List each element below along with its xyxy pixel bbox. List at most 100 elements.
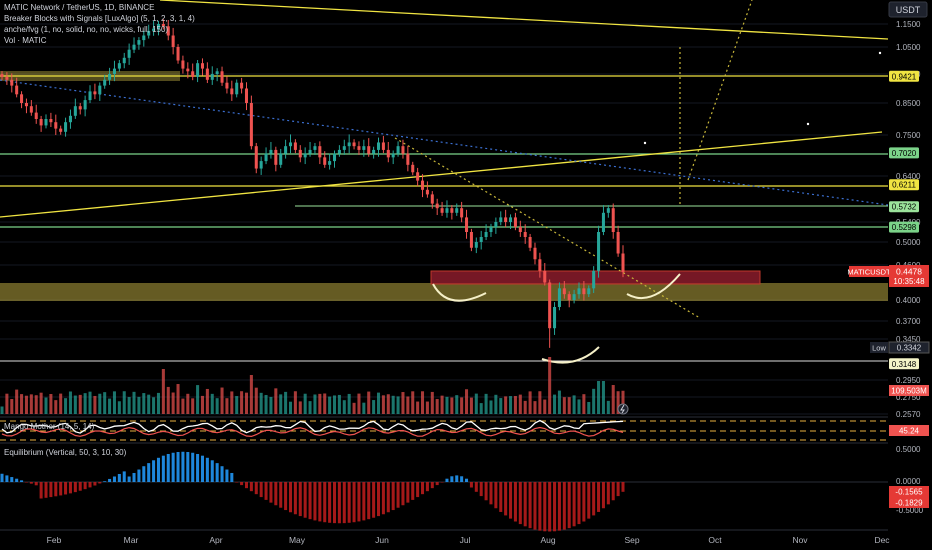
volume-bar: [54, 400, 58, 414]
symbol-title[interactable]: MATIC Network / TetherUS, 1D, BINANCE: [4, 3, 154, 12]
volume-bar: [440, 395, 444, 414]
candle-body: [494, 222, 498, 227]
equilibrium-bar: [318, 482, 322, 522]
price-tick-label: 0.5000: [896, 238, 921, 247]
candle-body: [572, 294, 576, 300]
equilibrium-bar: [562, 482, 566, 530]
drawn-curve-left[interactable]: [432, 283, 487, 302]
volume-bar: [240, 391, 244, 414]
candle-body: [562, 288, 566, 295]
equilibrium-bar: [523, 482, 527, 527]
candle-body: [465, 217, 469, 232]
volume-bar: [127, 397, 131, 414]
candle-body: [469, 232, 473, 248]
candle-body: [152, 28, 156, 31]
volume-bar: [611, 385, 615, 414]
equilibrium-bar: [249, 482, 253, 492]
projection-diagonal[interactable]: [687, 0, 753, 181]
equilibrium-bar: [244, 482, 249, 489]
candle-body: [430, 194, 434, 204]
time-axis[interactable]: Feb Mar Apr May Jun Jul Aug Sep Oct Nov Dec: [47, 535, 891, 545]
equilibrium-bar: [332, 482, 337, 524]
volume-bar: [391, 395, 395, 414]
candle-body: [186, 68, 190, 72]
breaker-block[interactable]: [430, 270, 761, 285]
equilibrium-bar: [528, 482, 532, 529]
lightning-icon[interactable]: [617, 403, 629, 415]
candle-body: [313, 146, 317, 150]
oscillator-legend[interactable]: Mango Mother (14, 5, 14): [4, 422, 95, 431]
trendline-upper[interactable]: [159, 0, 889, 40]
volume-bar: [132, 391, 136, 414]
candle-body: [284, 146, 288, 154]
lightning-glyph: [620, 404, 625, 414]
equilibrium-bar: [284, 482, 288, 511]
volume-bar: [386, 394, 390, 414]
volume-bar: [553, 394, 557, 414]
drawn-curve-bottom[interactable]: [541, 346, 600, 364]
volume-bar: [0, 406, 4, 414]
price-tick-label: 1.1500: [896, 20, 921, 29]
volume-bar: [152, 397, 156, 414]
equilibrium-bar: [161, 455, 165, 482]
candle-body: [64, 122, 68, 132]
volume-bar: [411, 391, 415, 414]
equilibrium-bar: [235, 482, 239, 483]
volume-bar: [601, 381, 605, 414]
equilibrium-bar: [142, 466, 146, 482]
volume-bar: [20, 394, 24, 414]
price-tick-label: 0.2570: [896, 410, 921, 419]
candle-body: [269, 149, 273, 154]
equilibrium-legend[interactable]: Equilibrium (Vertical, 50, 3, 10, 30): [4, 448, 127, 457]
volume-bar: [308, 401, 312, 414]
equilibrium-bar: [122, 471, 126, 482]
equilibrium-bar: [49, 482, 53, 498]
equilibrium-bar: [391, 482, 395, 511]
candle-body: [616, 232, 620, 254]
trendline-rising[interactable]: [0, 131, 883, 218]
candle-body: [73, 106, 77, 116]
indicator-legend-fvg[interactable]: anche/fvg (1, no, solid, no, no, wicks, …: [4, 25, 168, 34]
candle-body: [406, 153, 410, 165]
volume-bar: [562, 397, 566, 414]
equilibrium-bar: [504, 482, 508, 516]
indicator-legend-volume[interactable]: Vol · MATIC: [4, 36, 47, 45]
candle-body: [401, 146, 405, 154]
candle-body: [372, 149, 376, 154]
equilibrium-bar: [259, 482, 263, 498]
volume-bar: [117, 401, 121, 414]
candle-body: [386, 149, 390, 158]
volume-bar: [186, 393, 190, 414]
candle-body: [15, 85, 19, 95]
equilibrium-bar: [5, 475, 9, 482]
candle-body: [621, 253, 625, 273]
equilibrium-bar: [83, 482, 87, 490]
candle-body: [518, 227, 522, 232]
candle-body: [435, 203, 439, 209]
time-tick-label: Feb: [47, 535, 62, 545]
volume-bar: [181, 398, 185, 414]
countdown-timer: 10:35:48: [893, 277, 925, 286]
candle-body: [318, 146, 322, 158]
trendline-descending-dotted[interactable]: [394, 137, 701, 319]
drawn-curve-right[interactable]: [626, 273, 681, 299]
indicator-legend-breaker[interactable]: Breaker Blocks with Signals [LuxAlgo] (5…: [4, 14, 195, 23]
candle-body: [323, 157, 327, 165]
candle-body: [142, 35, 146, 41]
demand-zone[interactable]: [0, 283, 888, 301]
equilibrium-bar: [34, 482, 38, 486]
candle-body: [5, 76, 9, 80]
currency-badge[interactable]: [888, 1, 928, 18]
candle-body: [171, 35, 175, 47]
volume-bar: [68, 391, 72, 414]
candle-body: [557, 288, 561, 307]
volume-bar: [401, 392, 405, 414]
volume-bar: [313, 394, 317, 414]
equilibrium-bar: [518, 482, 522, 525]
equilibrium-bar: [137, 469, 141, 482]
candle-body: [0, 74, 4, 77]
equilibrium-bar: [147, 463, 151, 482]
equilibrium-bar: [440, 482, 444, 483]
candle-body: [543, 270, 547, 283]
